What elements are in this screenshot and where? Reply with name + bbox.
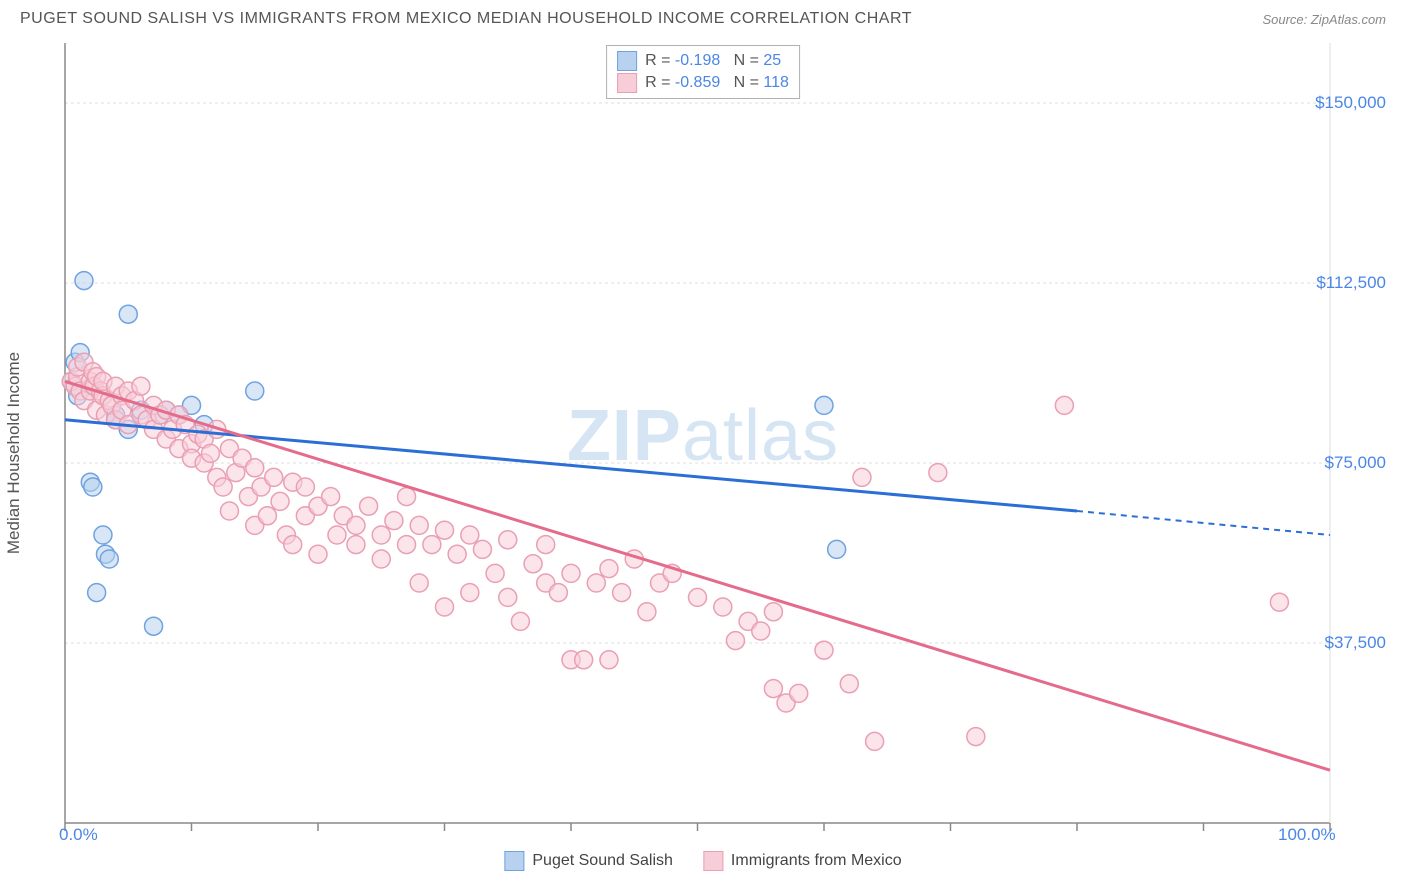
data-point xyxy=(94,526,112,544)
chart-title: PUGET SOUND SALISH VS IMMIGRANTS FROM ME… xyxy=(20,10,912,28)
data-point xyxy=(448,545,466,563)
data-point xyxy=(398,488,416,506)
data-point xyxy=(613,584,631,602)
data-point xyxy=(549,584,567,602)
data-point xyxy=(689,588,707,606)
data-point xyxy=(524,555,542,573)
legend-stats-row: R = -0.198 N = 25 xyxy=(617,50,789,72)
legend-series-item: Puget Sound Salish xyxy=(504,851,673,871)
legend-series-label: Immigrants from Mexico xyxy=(731,852,902,870)
data-point xyxy=(296,478,314,496)
y-tick-label: $150,000 xyxy=(1315,93,1386,113)
chart-svg xyxy=(10,33,1396,873)
data-point xyxy=(853,468,871,486)
legend-stats: R = -0.198 N = 25R = -0.859 N = 118 xyxy=(606,45,800,99)
data-point xyxy=(511,612,529,630)
legend-swatch xyxy=(703,851,723,871)
legend-series-item: Immigrants from Mexico xyxy=(703,851,902,871)
data-point xyxy=(214,478,232,496)
data-point xyxy=(866,732,884,750)
data-point xyxy=(360,497,378,515)
legend-series-label: Puget Sound Salish xyxy=(532,852,673,870)
data-point xyxy=(347,516,365,534)
data-point xyxy=(88,584,106,602)
data-point xyxy=(119,305,137,323)
data-point xyxy=(398,536,416,554)
chart-header: PUGET SOUND SALISH VS IMMIGRANTS FROM ME… xyxy=(0,0,1406,33)
data-point xyxy=(587,574,605,592)
data-point xyxy=(815,641,833,659)
source-label: Source: ZipAtlas.com xyxy=(1262,12,1386,27)
data-point xyxy=(600,651,618,669)
data-point xyxy=(537,536,555,554)
data-point xyxy=(410,574,428,592)
data-point xyxy=(220,502,238,520)
data-point xyxy=(309,545,327,563)
data-point xyxy=(246,459,264,477)
data-point xyxy=(75,272,93,290)
data-point xyxy=(410,516,428,534)
data-point xyxy=(271,492,289,510)
data-point xyxy=(726,632,744,650)
y-tick-label: $37,500 xyxy=(1325,633,1386,653)
data-point xyxy=(1055,396,1073,414)
data-point xyxy=(347,536,365,554)
trend-line-ext xyxy=(1077,511,1330,535)
legend-swatch xyxy=(617,73,637,93)
data-point xyxy=(436,521,454,539)
data-point xyxy=(486,564,504,582)
data-point xyxy=(815,396,833,414)
data-point xyxy=(752,622,770,640)
data-point xyxy=(461,526,479,544)
data-point xyxy=(265,468,283,486)
data-point xyxy=(840,675,858,693)
legend-series: Puget Sound Salish Immigrants from Mexico xyxy=(504,851,901,871)
data-point xyxy=(145,617,163,635)
data-point xyxy=(84,478,102,496)
data-point xyxy=(322,488,340,506)
data-point xyxy=(499,588,517,606)
data-point xyxy=(246,382,264,400)
data-point xyxy=(372,526,390,544)
data-point xyxy=(473,540,491,558)
data-point xyxy=(929,464,947,482)
chart-area: Median Household Income ZIPatlas $37,500… xyxy=(10,33,1396,873)
y-tick-label: $112,500 xyxy=(1316,273,1386,293)
y-tick-label: $75,000 xyxy=(1325,453,1386,473)
legend-swatch xyxy=(504,851,524,871)
data-point xyxy=(499,531,517,549)
data-point xyxy=(328,526,346,544)
data-point xyxy=(385,512,403,530)
data-point xyxy=(764,680,782,698)
data-point xyxy=(461,584,479,602)
trend-line xyxy=(65,381,1330,770)
legend-stats-text: R = -0.859 N = 118 xyxy=(645,72,789,94)
data-point xyxy=(638,603,656,621)
data-point xyxy=(790,684,808,702)
data-point xyxy=(132,377,150,395)
legend-stats-text: R = -0.198 N = 25 xyxy=(645,50,781,72)
data-point xyxy=(828,540,846,558)
data-point xyxy=(436,598,454,616)
data-point xyxy=(258,507,276,525)
data-point xyxy=(600,560,618,578)
data-point xyxy=(1270,593,1288,611)
data-point xyxy=(967,728,985,746)
data-point xyxy=(100,550,118,568)
data-point xyxy=(714,598,732,616)
x-max-label: 100.0% xyxy=(1278,825,1336,845)
data-point xyxy=(575,651,593,669)
data-point xyxy=(423,536,441,554)
data-point xyxy=(372,550,390,568)
data-point xyxy=(562,564,580,582)
x-min-label: 0.0% xyxy=(59,825,98,845)
legend-swatch xyxy=(617,51,637,71)
legend-stats-row: R = -0.859 N = 118 xyxy=(617,72,789,94)
y-axis-label: Median Household Income xyxy=(4,352,24,554)
data-point xyxy=(284,536,302,554)
data-point xyxy=(764,603,782,621)
data-point xyxy=(201,444,219,462)
trend-line xyxy=(65,420,1077,511)
